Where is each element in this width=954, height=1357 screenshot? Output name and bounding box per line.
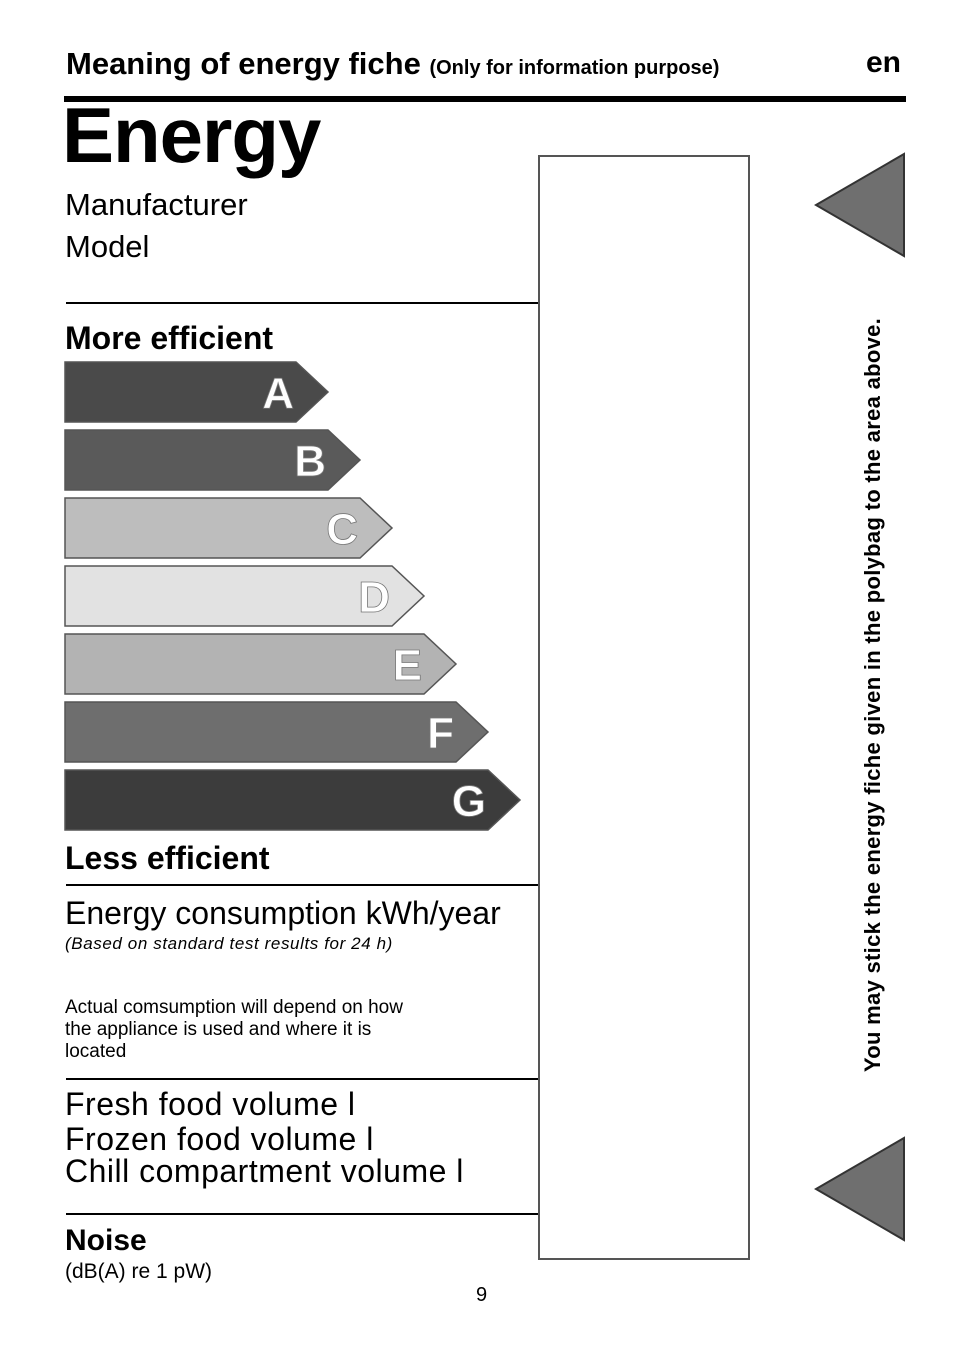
actual-consumption-note: Actual comsumption will depend on how th… <box>65 997 403 1062</box>
efficiency-arrow <box>64 769 522 831</box>
efficiency-arrow <box>64 701 490 763</box>
efficiency-letter: C <box>326 505 358 554</box>
efficiency-class-f: F <box>64 701 490 763</box>
noise-unit: (dB(A) re 1 pW) <box>65 1260 213 1283</box>
efficiency-arrow <box>64 429 362 491</box>
divider <box>66 1078 552 1080</box>
efficiency-letter: G <box>452 777 486 826</box>
efficiency-class-c: C <box>64 497 394 559</box>
side-instruction-text: You may stick the energy fiche given in … <box>860 317 885 1073</box>
efficiency-class-g: G <box>64 769 522 831</box>
efficiency-arrow <box>64 497 394 559</box>
header-rule <box>64 96 906 102</box>
consumption-note: (Based on standard test results for 24 h… <box>65 934 393 953</box>
energy-title: Energy <box>62 91 321 179</box>
energy-consumption-label: Energy consumption kWh/year <box>65 895 501 931</box>
efficiency-arrow <box>64 565 426 627</box>
efficiency-class-b: B <box>64 429 362 491</box>
page-subtitle: (Only for information purpose) <box>429 57 720 79</box>
divider <box>66 884 552 886</box>
efficiency-letter: D <box>358 573 390 622</box>
efficiency-letter: F <box>427 709 454 758</box>
efficiency-letter: E <box>393 641 422 690</box>
more-efficient-label: More efficient <box>65 320 274 356</box>
noise-label: Noise <box>65 1224 147 1257</box>
efficiency-letter: B <box>294 437 326 486</box>
sticker-area <box>538 155 750 1260</box>
triangle-marker-bottom-icon <box>814 1136 905 1242</box>
efficiency-arrow <box>64 633 458 695</box>
frozen-food-volume-label: Frozen food volume l <box>65 1121 374 1157</box>
efficiency-class-a: A <box>64 361 330 423</box>
language-code: en <box>866 46 902 79</box>
efficiency-letter: A <box>262 369 294 418</box>
efficiency-class-d: D <box>64 565 426 627</box>
page-title: Meaning of energy fiche (Only for inform… <box>66 46 719 82</box>
divider <box>66 1213 552 1215</box>
page-title-text: Meaning of energy fiche <box>66 46 421 81</box>
less-efficient-label: Less efficient <box>65 840 270 876</box>
fresh-food-volume-label: Fresh food volume l <box>65 1086 356 1122</box>
efficiency-class-e: E <box>64 633 458 695</box>
efficiency-arrow <box>64 361 330 423</box>
divider <box>66 302 552 304</box>
triangle-marker-top-icon <box>814 152 905 258</box>
page-number: 9 <box>476 1284 488 1306</box>
model-label: Model <box>65 229 150 264</box>
manufacturer-label: Manufacturer <box>65 187 248 222</box>
side-instruction: You may stick the energy fiche given in … <box>858 288 888 1103</box>
chill-compartment-volume-label: Chill compartment volume l <box>65 1153 464 1189</box>
